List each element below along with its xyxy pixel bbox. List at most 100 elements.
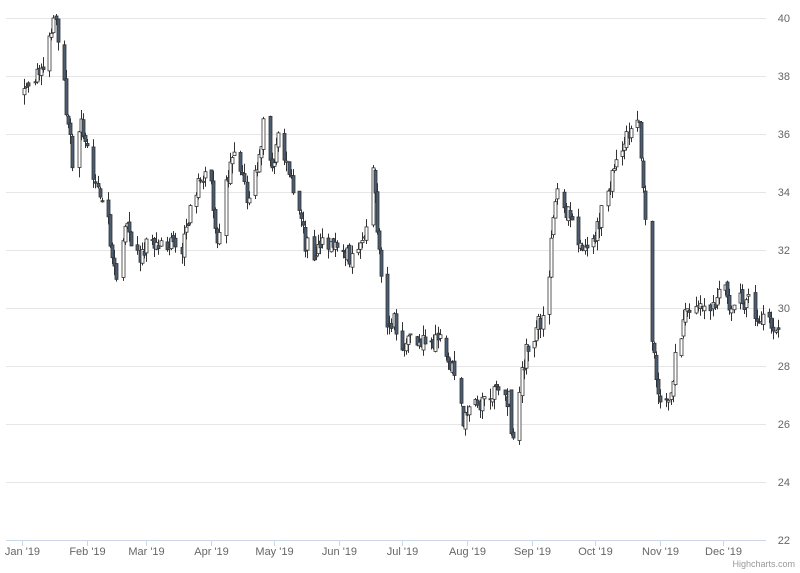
candle-body xyxy=(576,216,581,246)
candle xyxy=(394,309,399,341)
candle xyxy=(511,428,516,440)
candle xyxy=(517,386,522,445)
candle-body xyxy=(360,240,365,244)
candle xyxy=(156,239,161,255)
candle-body xyxy=(201,181,206,183)
candle-body xyxy=(385,273,390,328)
candle xyxy=(232,142,237,157)
candle-body xyxy=(194,194,199,207)
candle xyxy=(114,263,119,282)
candle xyxy=(433,324,438,353)
candle-body xyxy=(326,237,331,250)
candle-body xyxy=(62,44,67,81)
candle xyxy=(26,81,31,93)
candle xyxy=(599,205,604,237)
candle-body xyxy=(694,305,699,314)
candle xyxy=(652,341,657,359)
candle-body xyxy=(320,237,325,245)
candle xyxy=(408,333,413,343)
candle xyxy=(576,208,581,253)
candle-body xyxy=(188,205,193,224)
candle xyxy=(100,197,105,203)
candle-body xyxy=(211,180,216,211)
candle xyxy=(549,230,554,279)
candle-body xyxy=(156,245,161,250)
candle-body xyxy=(291,175,296,194)
candle xyxy=(188,204,193,225)
candle-body xyxy=(341,249,346,252)
candle xyxy=(47,32,52,78)
candle xyxy=(375,183,380,235)
candle-body xyxy=(629,128,634,139)
candle xyxy=(364,219,369,245)
candle xyxy=(385,266,390,335)
candle-body xyxy=(375,191,380,233)
x-tick-label: Sep '19 xyxy=(514,546,551,558)
candle-body xyxy=(96,183,101,188)
candle-body xyxy=(459,378,464,404)
candle xyxy=(121,238,126,281)
candle-body xyxy=(274,144,279,163)
candle xyxy=(123,224,128,245)
candle xyxy=(753,284,758,327)
candle xyxy=(108,213,113,248)
candle-body xyxy=(284,160,289,163)
candle xyxy=(194,192,199,214)
candle-body xyxy=(679,338,684,357)
candle xyxy=(282,128,287,166)
y-gridlines xyxy=(6,18,766,483)
candle-body xyxy=(610,170,615,192)
candle xyxy=(744,297,749,318)
candle-body xyxy=(389,323,394,329)
candle-body xyxy=(511,431,516,439)
candle xyxy=(687,303,692,319)
candle-body xyxy=(746,294,751,297)
candles xyxy=(22,14,781,445)
candle-body xyxy=(624,131,629,149)
candle-body xyxy=(532,341,537,349)
candle xyxy=(482,395,487,407)
candle xyxy=(702,298,707,320)
candle xyxy=(459,377,464,407)
x-tick-label: Feb '19 xyxy=(69,546,105,558)
candle-body xyxy=(394,313,399,335)
candle-body xyxy=(51,17,56,34)
candle-body xyxy=(541,315,546,330)
candle xyxy=(93,174,98,189)
candle-body xyxy=(480,396,485,412)
candle-body xyxy=(108,214,113,247)
candle-body xyxy=(114,263,119,280)
candle-body xyxy=(755,318,760,322)
credits-label[interactable]: Highcharts.com xyxy=(732,559,795,569)
x-tick-label: Jan '19 xyxy=(5,546,40,558)
candle xyxy=(452,351,457,381)
candle xyxy=(314,246,319,261)
candle xyxy=(629,125,634,143)
x-tick-label: Dec '19 xyxy=(705,546,742,558)
candle xyxy=(463,411,468,436)
candle xyxy=(268,115,273,167)
candle xyxy=(698,295,703,316)
candle xyxy=(727,288,732,315)
candle-body xyxy=(656,378,661,395)
candle-body xyxy=(620,150,625,157)
x-tick-label: Mar '19 xyxy=(128,546,164,558)
candle-body xyxy=(106,199,111,218)
candle xyxy=(165,236,170,252)
candle-body xyxy=(496,386,501,391)
candle-body xyxy=(247,197,252,204)
candle-body xyxy=(729,308,734,314)
candle xyxy=(335,240,340,252)
candle xyxy=(547,270,552,325)
candle xyxy=(532,340,537,358)
candle-body xyxy=(364,226,369,241)
candle xyxy=(70,133,75,172)
candle xyxy=(85,138,90,149)
candle xyxy=(635,110,640,132)
candle-body xyxy=(209,169,214,182)
candle xyxy=(683,302,688,326)
candle-body xyxy=(681,319,686,337)
candle-body xyxy=(41,66,46,70)
candle-body xyxy=(687,309,692,313)
